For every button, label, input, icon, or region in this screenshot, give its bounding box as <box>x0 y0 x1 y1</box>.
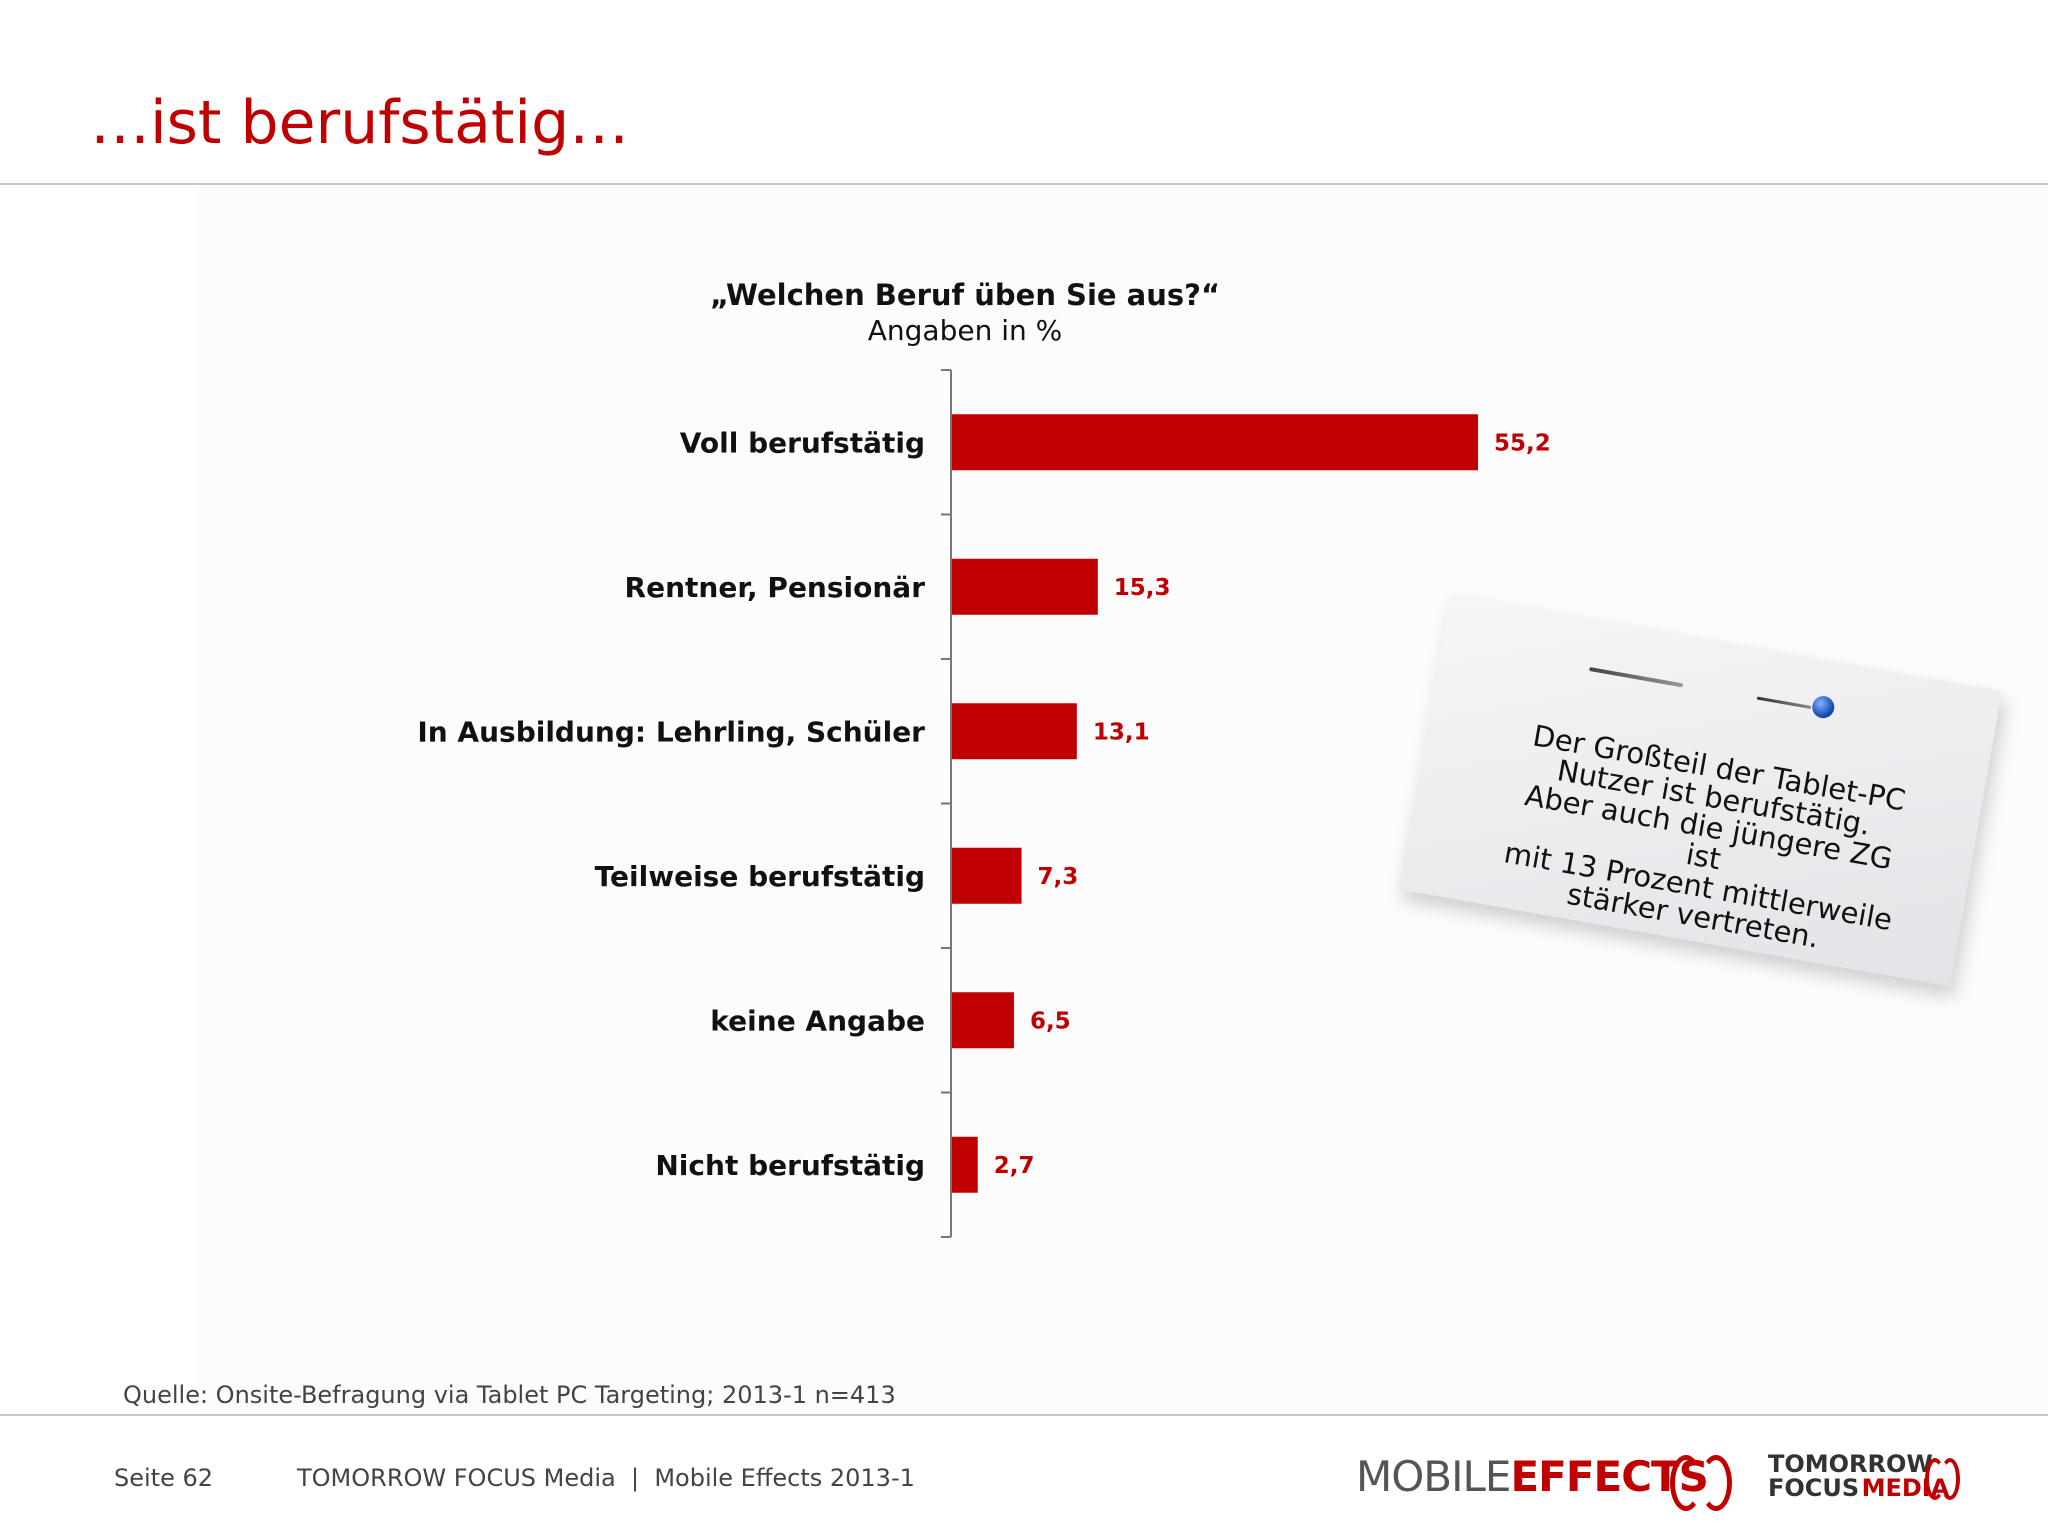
logo-text-focus: FOCUS <box>1768 1474 1860 1502</box>
logo-bracket-icon <box>1925 1458 1945 1500</box>
pushpin-icon <box>1810 694 1837 720</box>
source-note: Quelle: Onsite-Befragung via Tablet PC T… <box>123 1381 896 1409</box>
category-label: Rentner, Pensionär <box>625 571 926 604</box>
data-label: 2,7 <box>994 1153 1035 1179</box>
bar <box>952 1136 978 1193</box>
page-title: …ist berufstätig… <box>90 88 630 158</box>
chart-title: „Welchen Beruf üben Sie aus?“ <box>709 278 1221 312</box>
title-divider <box>0 183 2048 185</box>
tomorrow-focus-logo: TOMORROW FOCUS MEDIA <box>1768 1452 1949 1500</box>
data-label: 13,1 <box>1093 719 1150 745</box>
category-label: keine Angabe <box>710 1004 925 1037</box>
bar <box>952 847 1022 904</box>
category-label: In Ausbildung: Lehrling, Schüler <box>417 715 925 748</box>
logo-bracket-icon <box>1700 1455 1732 1511</box>
category-label: Voll berufstätig <box>680 426 925 459</box>
footer-company: TOMORROW FOCUS Media | Mobile Effects 20… <box>297 1464 915 1492</box>
bar <box>952 992 1014 1049</box>
logo-text-mobile: MOBILE <box>1356 1452 1511 1501</box>
data-label: 15,3 <box>1114 575 1171 601</box>
chart-subtitle: Angaben in % <box>867 314 1063 347</box>
pin-scratch-mark <box>1588 666 1684 688</box>
page-number: Seite 62 <box>114 1464 214 1492</box>
bar <box>952 703 1077 760</box>
mobile-effects-logo: MOBILEEFFECTS <box>1356 1452 1709 1501</box>
logo-text-tomorrow: TOMORROW <box>1768 1450 1933 1478</box>
logo-bracket-icon <box>1670 1455 1702 1511</box>
data-label: 55,2 <box>1494 430 1551 456</box>
data-label: 6,5 <box>1030 1008 1071 1034</box>
bar <box>952 558 1098 615</box>
logo-bracket-icon <box>1940 1458 1960 1500</box>
footer-divider <box>0 1414 2048 1416</box>
category-label: Nicht berufstätig <box>655 1149 925 1182</box>
bar <box>952 414 1478 471</box>
pin-needle <box>1756 696 1812 710</box>
category-label: Teilweise berufstätig <box>595 860 925 893</box>
data-label: 7,3 <box>1038 864 1079 890</box>
